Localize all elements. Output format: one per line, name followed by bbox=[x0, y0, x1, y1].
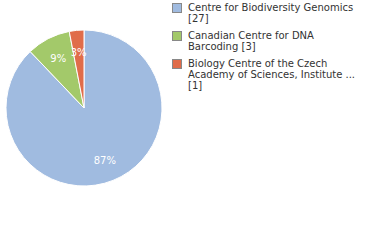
svg-text:9%: 9% bbox=[50, 53, 66, 64]
html-text:Biology Centre of the Czech Ac: Biology Centre of the Czech Academy of S… bbox=[188, 58, 355, 91]
svg-text:3%: 3% bbox=[71, 47, 87, 58]
html-text:Canadian Centre for DNA Barcod: Canadian Centre for DNA Barcoding [3] bbox=[188, 30, 314, 52]
html-text:Centre for Biodiversity Genomi: Centre for Biodiversity Genomics [27] bbox=[188, 2, 354, 24]
svg-text:87%: 87% bbox=[94, 155, 116, 166]
